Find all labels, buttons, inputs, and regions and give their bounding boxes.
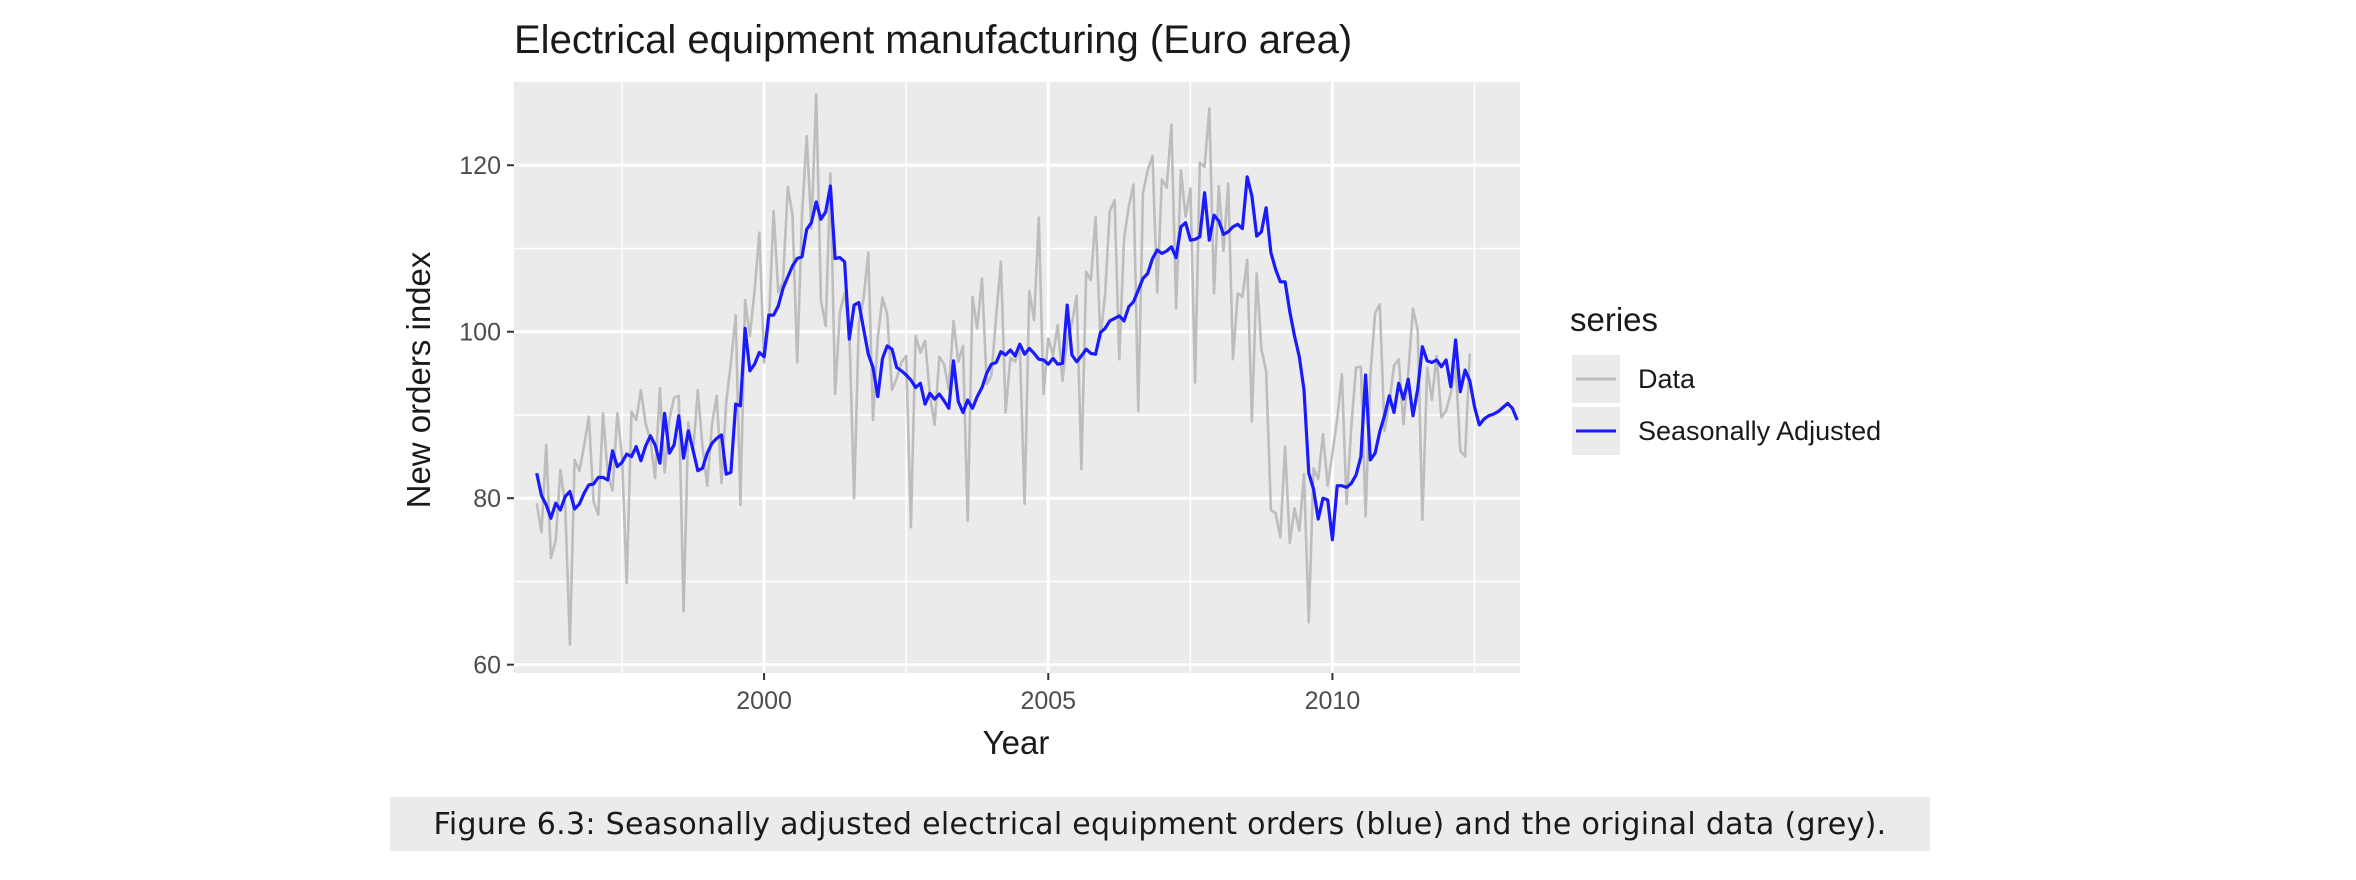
x-axis-ticks: 2000 2005 2010: [736, 673, 1360, 715]
chart-title: Electrical equipment manufacturing (Euro…: [514, 18, 1352, 62]
legend-item-seasonally-adjusted: Seasonally Adjusted: [1572, 407, 1881, 455]
series-line-seasonally-adjusted: [535, 175, 1519, 542]
y-axis-title: New orders index: [400, 251, 437, 508]
x-tick-label: 2010: [1305, 687, 1361, 715]
legend-title: series: [1570, 301, 1658, 338]
x-tick-label: 2000: [736, 687, 792, 715]
y-tick-label: 120: [459, 152, 501, 180]
legend-item-data: Data: [1572, 355, 1696, 403]
x-tick-label: 2005: [1020, 687, 1076, 715]
legend: series Data Seasonally Adjusted: [1570, 301, 1881, 455]
y-tick-label: 100: [459, 319, 501, 347]
y-tick-label: 80: [473, 485, 501, 513]
y-tick-label: 60: [473, 652, 501, 680]
legend-label-seasonally-adjusted: Seasonally Adjusted: [1638, 416, 1881, 446]
series-lines: [535, 93, 1519, 647]
legend-label-data: Data: [1638, 364, 1696, 394]
y-axis-ticks: 60 80 100 120: [459, 152, 514, 680]
figure-caption: Figure 6.3: Seasonally adjusted electric…: [390, 797, 1930, 851]
x-axis-title: Year: [983, 724, 1050, 761]
